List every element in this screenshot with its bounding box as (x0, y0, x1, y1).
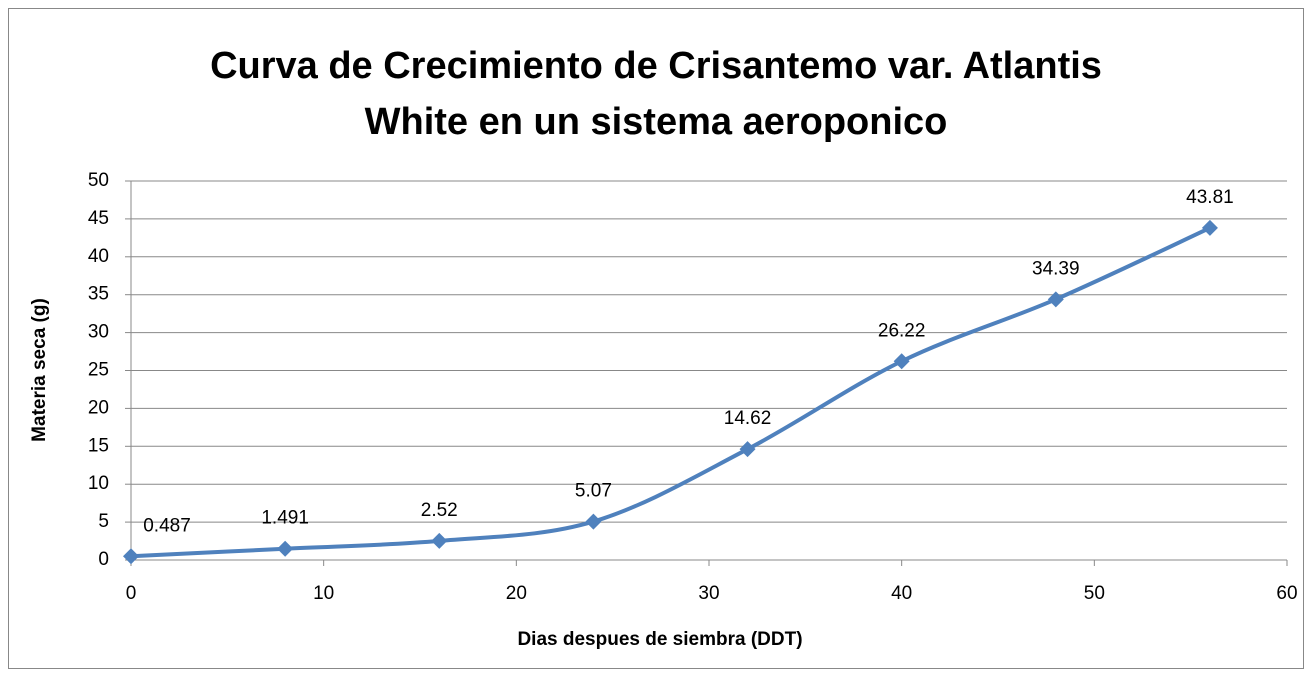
x-tick-label: 0 (126, 583, 137, 604)
x-tick-label: 50 (1084, 583, 1105, 604)
data-label: 5.07 (575, 481, 612, 502)
data-label: 34.39 (1032, 258, 1080, 279)
chart-frame (8, 8, 1304, 669)
y-tick-label: 5 (98, 511, 109, 532)
x-tick-label: 30 (698, 583, 719, 604)
y-tick-label: 10 (88, 473, 109, 494)
x-tick-label: 20 (506, 583, 527, 604)
y-tick-label: 35 (88, 284, 109, 305)
y-tick-label: 0 (98, 549, 109, 570)
data-label: 26.22 (878, 320, 926, 341)
y-tick-label: 30 (88, 322, 109, 343)
y-tick-label: 15 (88, 435, 109, 456)
data-point (277, 540, 294, 557)
chart-title: Curva de Crecimiento de Crisantemo var. … (210, 45, 1102, 143)
data-label: 14.62 (724, 408, 772, 429)
x-axis-label: Dias despues de siembra (DDT) (517, 629, 802, 650)
data-label: 43.81 (1186, 187, 1234, 208)
data-point (123, 548, 139, 565)
y-tick-label: 25 (88, 360, 109, 381)
data-label: 0.487 (143, 515, 191, 536)
data-label: 2.52 (421, 500, 458, 521)
y-axis-label: Materia seca (g) (29, 298, 50, 442)
data-label: 1.491 (261, 508, 309, 529)
data-point (893, 353, 910, 370)
x-tick-label: 60 (1276, 583, 1297, 604)
data-point (585, 513, 602, 530)
data-point (1201, 219, 1218, 236)
y-tick-label: 20 (88, 397, 109, 418)
data-point (431, 532, 448, 549)
y-tick-label: 40 (88, 246, 109, 267)
x-tick-label: 40 (891, 583, 912, 604)
x-tick-label: 10 (313, 583, 334, 604)
data-point (1047, 291, 1064, 308)
y-tick-label: 50 (88, 170, 109, 191)
series-line (130, 226, 1211, 559)
data-point (739, 441, 756, 458)
y-tick-label: 45 (88, 208, 109, 229)
